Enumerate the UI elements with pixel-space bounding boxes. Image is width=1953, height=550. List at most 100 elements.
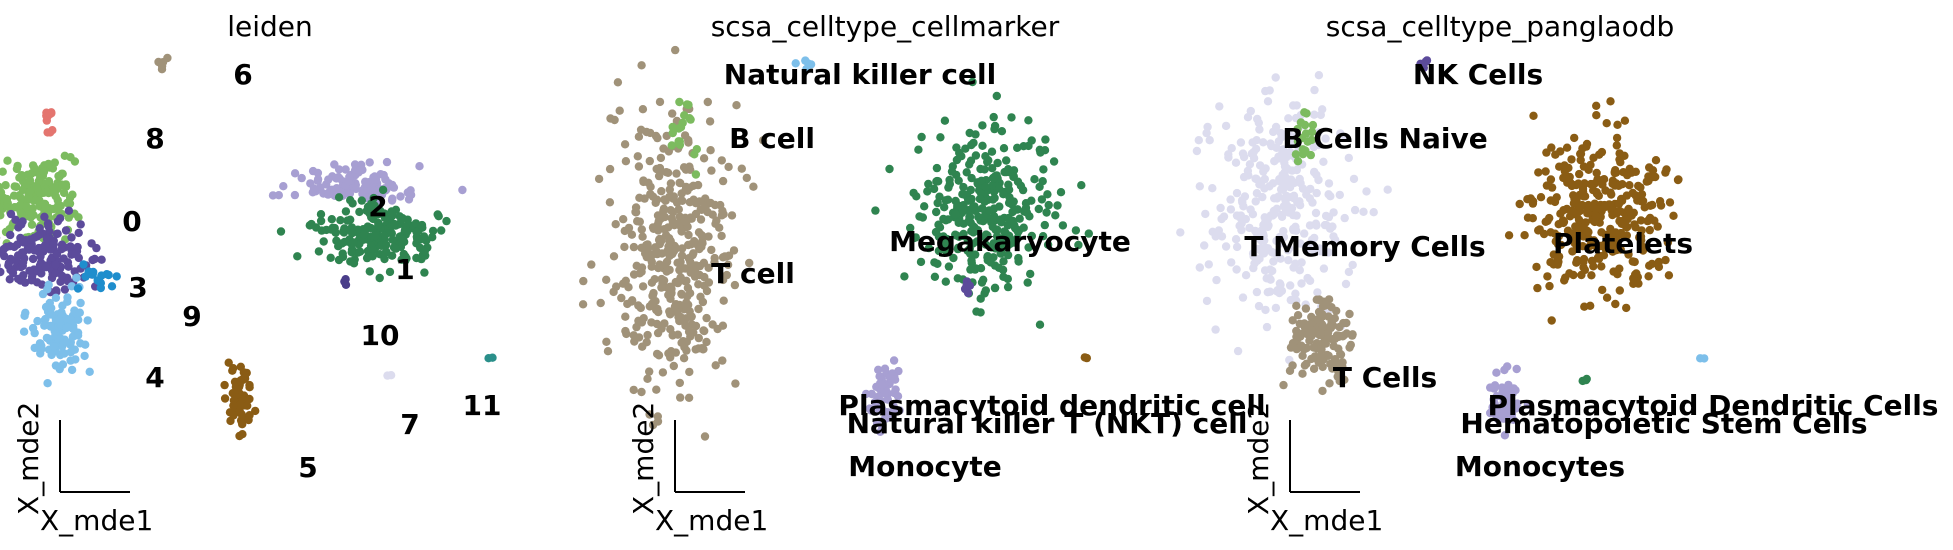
cell-point [1307,354,1316,364]
cell-point [624,283,633,292]
cell-point [638,342,647,351]
cell-point [1268,266,1277,276]
cell-point [41,263,51,272]
cell-point [1336,349,1345,358]
cell-point [0,263,1,268]
cell-point [1307,127,1317,137]
cell-point [1,181,10,190]
cell-point [1287,132,1297,142]
cell-point [363,202,373,211]
cell-point [967,140,976,150]
cell-point [1615,149,1624,158]
cluster-label: T Memory Cells [1244,230,1485,263]
cell-point [27,276,36,285]
cell-point [1295,266,1305,275]
cell-point [370,231,380,241]
cell-point [396,192,405,201]
cell-point [941,196,950,205]
cell-point [348,199,357,208]
cell-point [41,314,50,324]
cell-point [1592,168,1601,178]
cell-point [1348,330,1357,339]
cell-point [965,128,974,138]
cell-point [345,189,355,198]
cell-point [1551,150,1560,159]
cell-point [1310,85,1319,95]
cell-point [930,258,939,267]
cell-point [1305,194,1315,203]
cell-point [53,229,62,238]
cell-point [648,291,657,301]
cell-point [653,226,663,235]
cell-point [89,267,98,277]
cell-point [745,258,754,268]
cluster-label: B Cells Naive [1282,122,1487,155]
cell-point [705,117,715,126]
cell-point [81,340,90,349]
cell-point [1302,109,1311,118]
cell-point [1602,293,1612,302]
cell-point [980,165,989,174]
cell-point [1013,233,1022,243]
cell-point [1019,142,1028,151]
cell-point [932,207,941,217]
cell-point [686,268,695,277]
cell-point [1252,287,1262,297]
y-axis-label: X_mde2 [627,402,660,515]
cell-point [997,127,1007,136]
cell-point [1286,281,1295,290]
cell-point [13,251,23,260]
cell-point [47,310,56,319]
cell-point [712,216,721,225]
cell-point [924,179,933,189]
cell-point [1296,118,1306,127]
cell-point [880,414,889,423]
cell-point [692,145,701,154]
cell-point [681,217,690,226]
cell-point [40,321,49,330]
cell-point [997,218,1006,227]
cell-point [1004,165,1013,174]
cell-point [981,240,990,249]
cell-point [654,307,663,317]
cell-point [1051,211,1060,220]
cell-point [1212,275,1221,285]
cell-point [1638,246,1648,255]
cell-point [1569,199,1579,208]
cell-point [1314,140,1323,150]
cell-point [390,219,399,229]
cell-point [930,272,940,281]
cell-point [334,165,344,174]
cell-point [49,342,59,351]
cell-point [1280,158,1289,167]
cell-point [1297,279,1306,288]
cell-point [57,245,66,254]
cell-point [1301,304,1311,313]
cell-point [1578,242,1587,251]
cell-point [645,367,654,376]
cell-point [867,406,876,415]
cell-point [1272,194,1282,203]
cell-point [334,193,344,202]
cell-point [1283,246,1293,255]
cell-point [1627,168,1636,177]
cell-point [918,213,927,222]
cell-point [724,162,733,172]
cell-point [691,199,701,208]
cell-point [1265,182,1274,191]
cell-point [961,144,970,153]
cell-point [1289,101,1298,110]
cell-point [1035,320,1045,329]
cell-point [978,204,987,213]
cell-point [37,344,46,354]
cell-point [1316,345,1326,355]
cell-point [691,321,701,331]
cell-point [1305,276,1315,285]
cell-point [1572,256,1582,265]
cell-point [704,263,713,272]
cell-point [1541,167,1550,176]
cell-point [1263,97,1273,106]
cell-point [885,164,894,174]
cluster-label: 5 [298,451,317,484]
cell-point [1245,223,1254,233]
